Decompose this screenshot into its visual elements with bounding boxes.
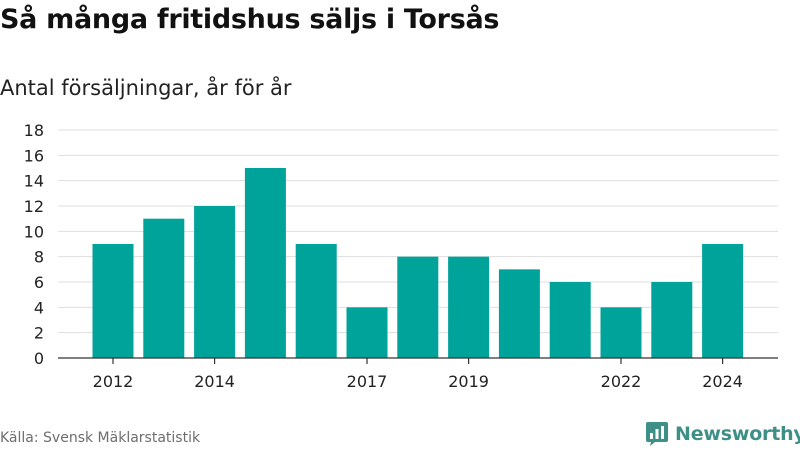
y-tick-label: 16	[24, 146, 44, 165]
bar-2023	[651, 282, 693, 358]
bars	[92, 168, 744, 358]
bar-chart: 0 2 4 6 8 10 12 14 16 18 2012 2014 2017 2019 2022 2024	[24, 121, 778, 391]
bar-2024	[702, 244, 744, 358]
newsworthy-logo-icon	[646, 422, 668, 446]
y-tick-label: 2	[34, 324, 44, 343]
x-tick-label: 2022	[601, 372, 642, 391]
bar-2012	[92, 244, 134, 358]
y-tick-label: 4	[34, 298, 44, 317]
chart-subtitle: Antal försäljningar, år för år	[0, 76, 292, 100]
bar-2015	[244, 168, 286, 358]
tick-labels: 0 2 4 6 8 10 12 14 16 18 2012 2014 2017 2019 2022 2024	[24, 121, 743, 391]
x-tick-label: 2017	[347, 372, 388, 391]
y-tick-label: 8	[34, 248, 44, 267]
y-tick-label: 10	[24, 222, 44, 241]
x-tick-label: 2024	[702, 372, 743, 391]
bar-2016	[295, 244, 337, 358]
brand-name: Newsworthy	[675, 423, 800, 445]
y-tick-label: 6	[34, 273, 44, 292]
bar-2021	[549, 282, 591, 358]
bar-2020	[498, 269, 540, 358]
brand-logo: Newsworthy	[645, 420, 800, 448]
bar-2019	[448, 256, 490, 358]
bar-2018	[397, 256, 439, 358]
y-tick-label: 12	[24, 197, 44, 216]
axes	[58, 357, 778, 364]
y-tick-label: 14	[24, 172, 44, 191]
source-note: Källa: Svensk Mäklarstatistik	[0, 430, 201, 446]
bar-2013	[143, 218, 185, 358]
x-tick-label: 2014	[194, 372, 235, 391]
chart-title: Så många fritidshus säljs i Torsås	[0, 4, 500, 35]
bar-2022	[600, 307, 642, 358]
x-tick-label: 2012	[93, 372, 134, 391]
y-tick-label: 0	[34, 349, 44, 368]
y-tick-label: 18	[24, 121, 44, 140]
x-tick-label: 2019	[448, 372, 489, 391]
bar-2014	[194, 206, 236, 358]
bar-2017	[346, 307, 388, 358]
